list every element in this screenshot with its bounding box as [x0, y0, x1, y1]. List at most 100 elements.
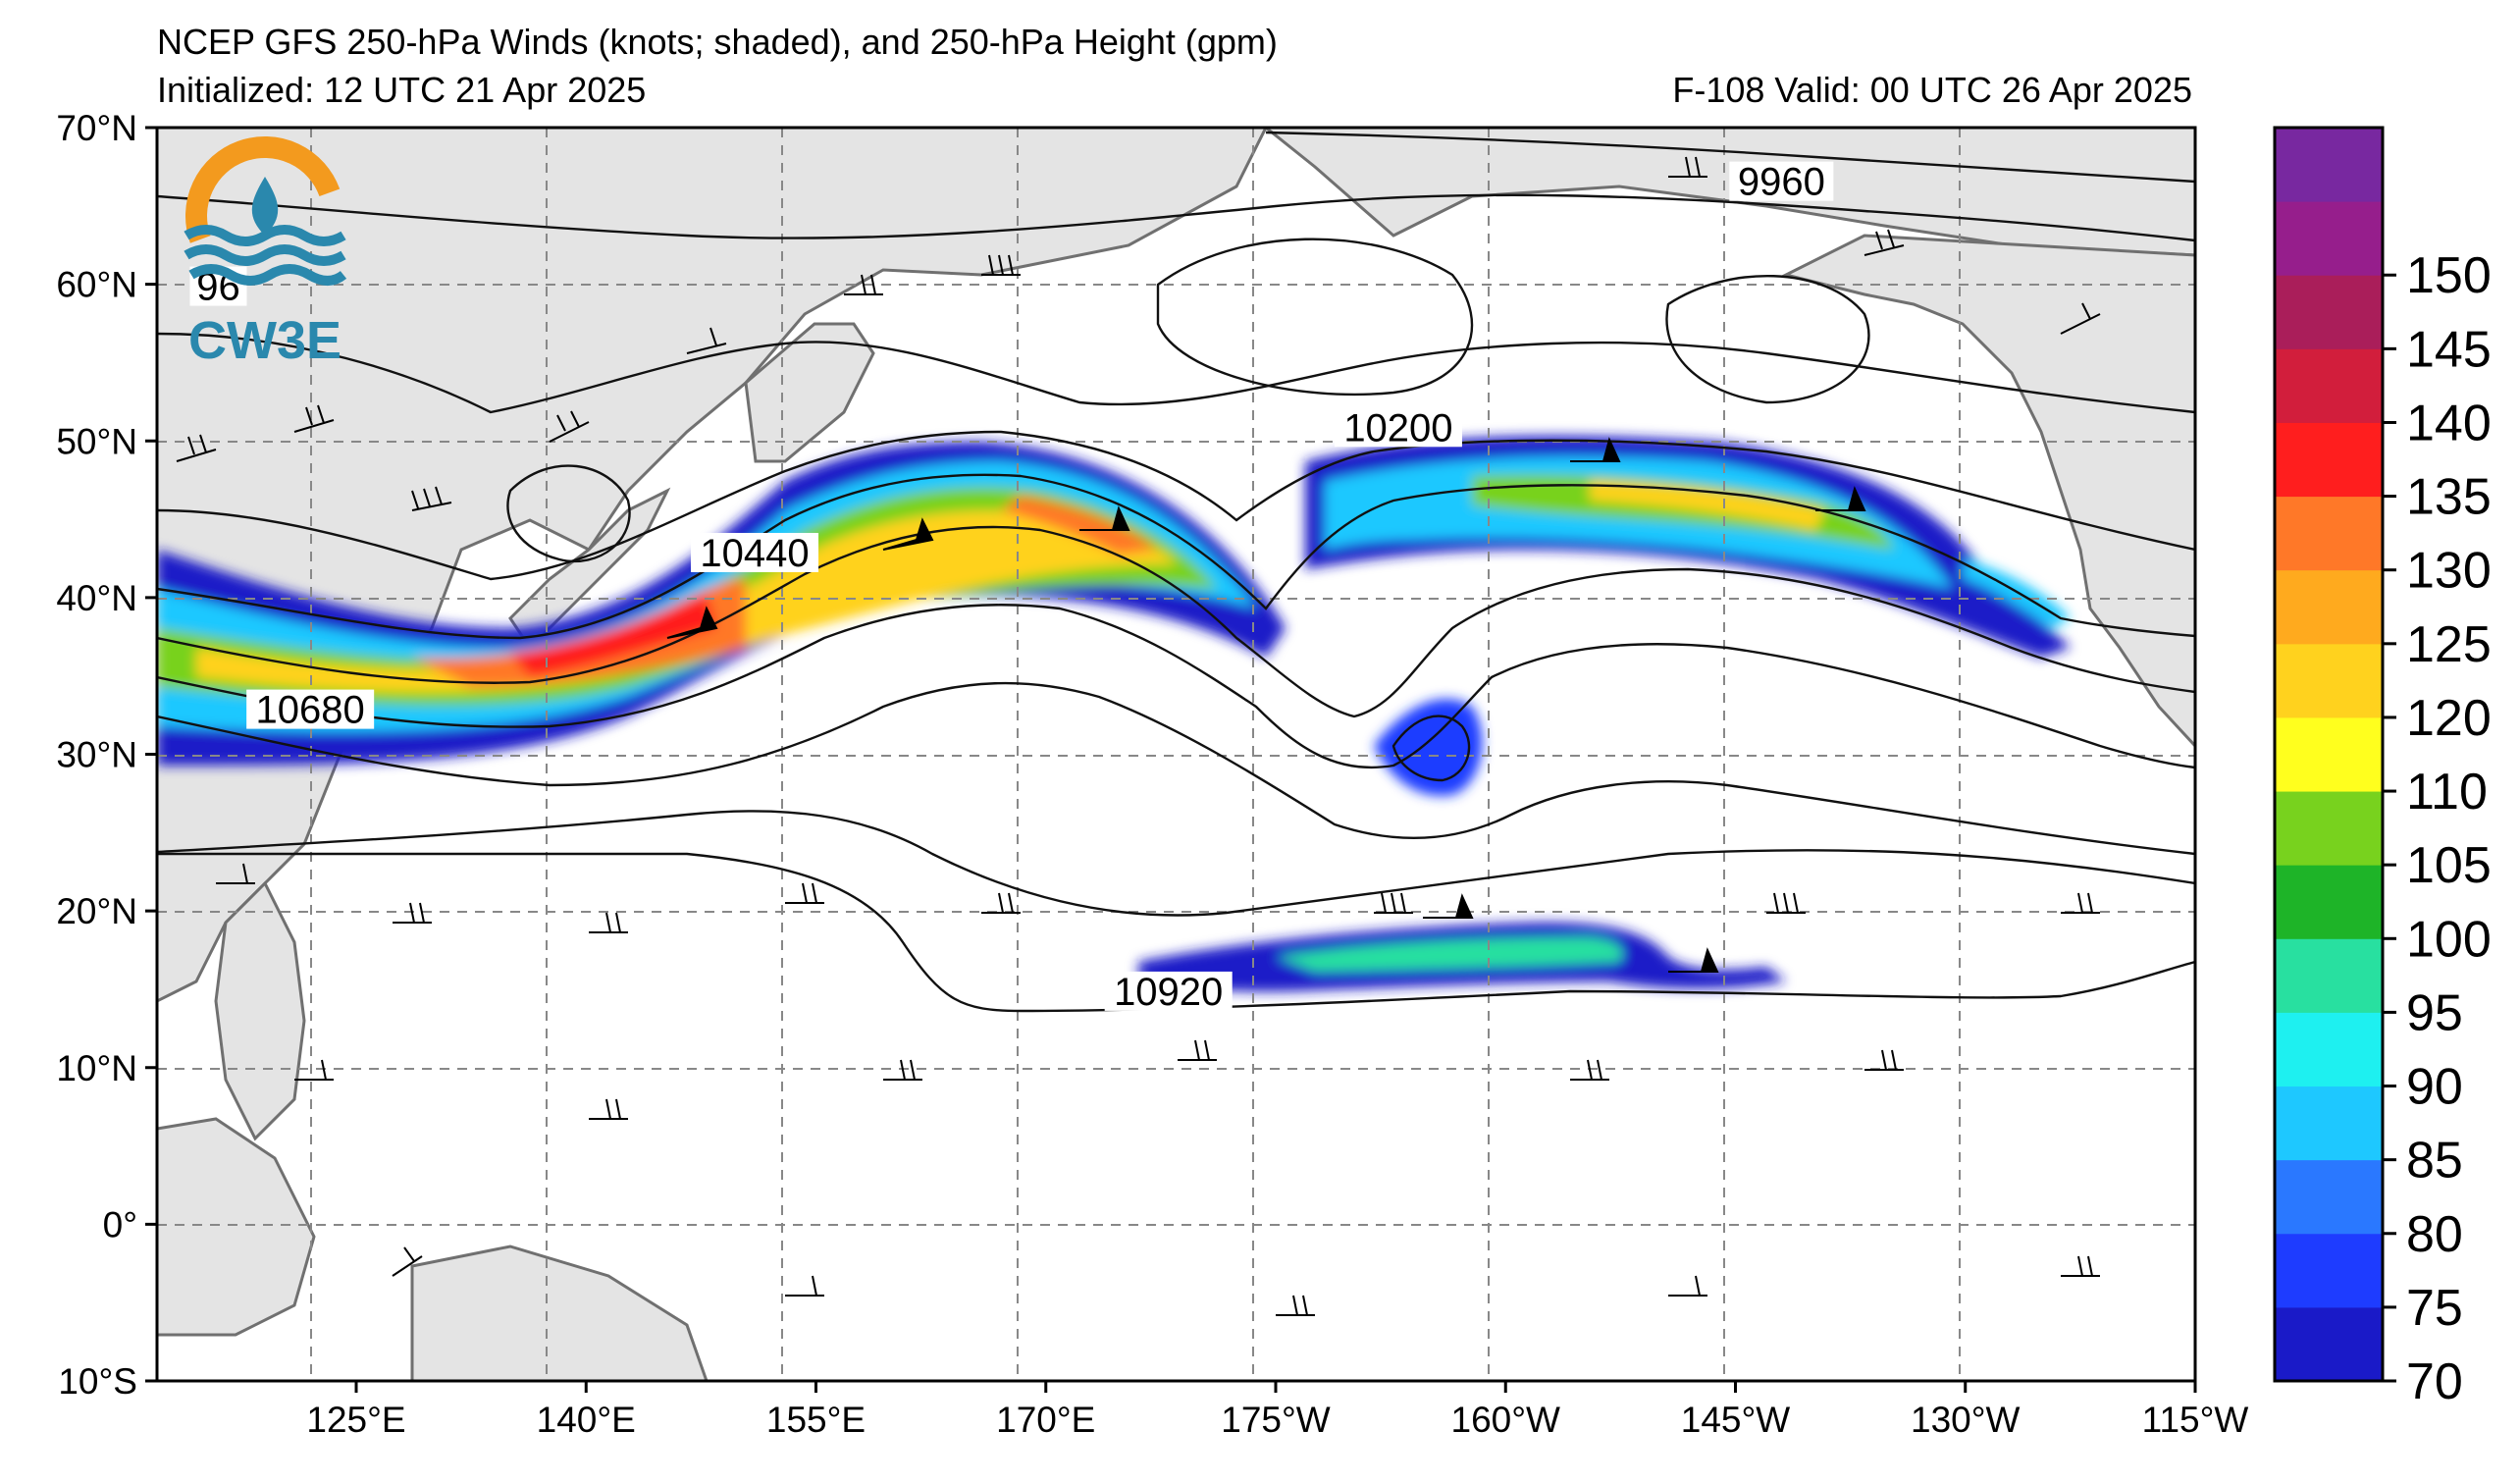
colorbar-label: 145: [2406, 321, 2492, 378]
colorbar-label: 90: [2406, 1059, 2463, 1116]
colorbar: 70 75 80 85 90 95 100 105 110 120 125 130 135 140 145 1…: [2273, 126, 2492, 1410]
colorbar-segment: [2275, 348, 2383, 423]
jet-band-east-100kt: [1472, 474, 1894, 550]
contour-9960: [1265, 131, 2195, 184]
barb: [883, 1059, 922, 1081]
colorbar-label: 100: [2406, 911, 2492, 968]
x-tick-label: 155°E: [766, 1400, 866, 1440]
chart-title: NCEP GFS 250-hPa Winds (knots; shaded), …: [157, 22, 1278, 62]
barb: [1276, 1295, 1315, 1316]
contour-label: 10200: [1343, 406, 1452, 450]
contour-label-bg: [246, 689, 375, 729]
wind-barbs: [176, 156, 2101, 1316]
contour-10200: [157, 430, 2195, 581]
x-tick-label: 140°E: [537, 1400, 636, 1440]
colorbar-segment: [2275, 1012, 2383, 1087]
y-tick-label: 30°N: [56, 735, 137, 775]
contour-north-low: [506, 464, 631, 563]
valid-time: F-108 Valid: 00 UTC 26 Apr 2025: [1672, 70, 2192, 110]
y-tick-label: 60°N: [56, 265, 137, 305]
y-axis: 70°N 60°N 50°N 40°N 30°N 20°N 10°N 0° 10°S: [56, 108, 157, 1402]
colorbar-segment: [2275, 128, 2383, 202]
land-kamchatka: [744, 322, 875, 463]
contour-label-bg: [1334, 407, 1462, 448]
barb: [216, 863, 255, 884]
colorbar-segment: [2275, 791, 2383, 866]
x-axis: 125°E 140°E 155°E 170°E 175°W 160°W 145°W 130°W…: [306, 1381, 2248, 1440]
barb: [1374, 892, 1413, 914]
barb: [686, 327, 727, 354]
x-tick-label: 175°W: [1221, 1400, 1331, 1440]
barb: [1864, 1049, 1904, 1071]
contour-label-bg: [691, 532, 819, 572]
jet-band-subtropical-90kt: [1276, 937, 1623, 972]
contour-label: 10440: [700, 532, 809, 575]
logo-ring: [185, 136, 344, 295]
contour-label: 10920: [1114, 971, 1223, 1014]
barb: [1864, 229, 1905, 256]
wind-speed-shading: [157, 436, 2071, 992]
colorbar-label: 130: [2406, 543, 2492, 600]
barb: [1668, 156, 1707, 178]
barb: [293, 404, 335, 433]
colorbar-frame: [2273, 126, 2385, 1383]
graticule: [157, 128, 2195, 1381]
x-tick-label: 160°W: [1451, 1400, 1561, 1440]
jet-band-west-120kt: [196, 510, 1178, 693]
contour-10800: [157, 810, 2195, 917]
colorbar-segment: [2275, 938, 2383, 1013]
colorbar-segment: [2275, 422, 2383, 498]
colorbar-segment: [2275, 496, 2383, 571]
barb: [589, 1098, 628, 1120]
contour-bering-high: [1156, 238, 1474, 397]
pennant-barb: [1668, 947, 1719, 973]
colorbar-label: 95: [2406, 984, 2463, 1041]
colorbar-label: 120: [2406, 690, 2492, 747]
colorbar-segment: [2275, 275, 2383, 349]
colorbar-segment: [2275, 1233, 2383, 1308]
barb: [294, 1059, 334, 1081]
barb: [2060, 302, 2101, 335]
contour-10440: [157, 525, 2195, 718]
init-time: Initialized: 12 UTC 21 Apr 2025: [157, 70, 647, 110]
x-tick-label: 115°W: [2142, 1400, 2249, 1440]
contour-label-bg: [1729, 161, 1834, 201]
x-tick-label: 170°E: [996, 1400, 1095, 1440]
land-philippines: [214, 880, 306, 1141]
barb: [981, 892, 1021, 914]
barb: [2061, 892, 2100, 914]
contour-label-bg: [1104, 971, 1233, 1011]
colorbar-segment: [2275, 1086, 2383, 1161]
colorbar-label: 70: [2406, 1353, 2463, 1410]
colorbar-label: 80: [2406, 1206, 2463, 1263]
jet-band-west-130kt: [412, 579, 746, 687]
colorbar-label: 85: [2406, 1133, 2463, 1190]
barb: [1178, 1039, 1217, 1061]
x-tick-label: 125°E: [306, 1400, 405, 1440]
x-tick-label: 130°W: [1911, 1400, 2021, 1440]
pennant-barb: [1570, 437, 1621, 462]
contour-9960-b: [157, 193, 2195, 242]
pennant-barb: [1815, 486, 1866, 511]
land-north-america: [1781, 128, 2195, 749]
barb: [844, 274, 883, 295]
colorbar-label: 140: [2406, 395, 2492, 451]
y-tick-label: 50°N: [56, 421, 137, 461]
barb: [392, 1246, 423, 1277]
colorbar-label: 150: [2406, 247, 2492, 304]
land-indonesia: [157, 1117, 316, 1337]
colorbar-label: 105: [2406, 837, 2492, 894]
pennant-barb: [882, 517, 934, 551]
colorbar-label: 125: [2406, 616, 2492, 673]
y-tick-label: 20°N: [56, 891, 137, 931]
barb: [1766, 892, 1806, 914]
colorbar-segment: [2275, 569, 2383, 645]
jet-core-central-130kt: [1001, 496, 1158, 555]
contour-gulf-low: [1665, 275, 1870, 404]
colorbar-segment: [2275, 716, 2383, 792]
barb: [411, 486, 452, 511]
cw3e-logo: CW3E: [184, 136, 347, 370]
